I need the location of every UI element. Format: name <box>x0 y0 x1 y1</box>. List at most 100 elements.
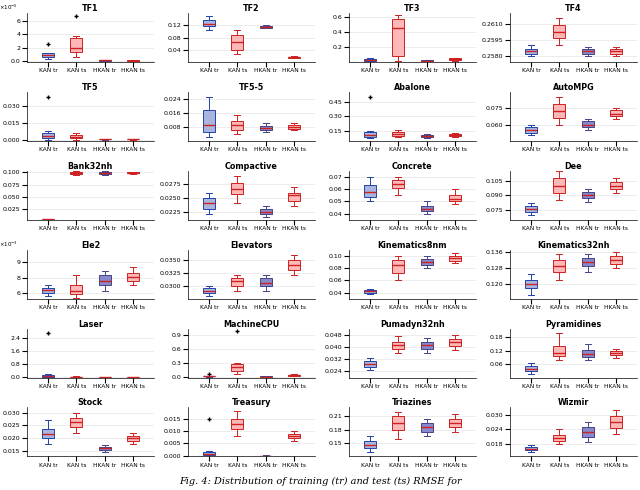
PathPatch shape <box>99 275 111 285</box>
PathPatch shape <box>525 206 537 212</box>
PathPatch shape <box>420 259 433 265</box>
PathPatch shape <box>42 429 54 438</box>
Title: Triazines: Triazines <box>392 398 433 407</box>
Title: Laser: Laser <box>78 319 103 328</box>
PathPatch shape <box>392 260 404 272</box>
PathPatch shape <box>610 182 622 190</box>
PathPatch shape <box>449 418 461 427</box>
PathPatch shape <box>610 49 622 53</box>
PathPatch shape <box>364 59 376 61</box>
PathPatch shape <box>70 285 82 294</box>
PathPatch shape <box>288 434 300 439</box>
Text: Fig. 4: Distribution of training (tr) and test (ts) RMSE for: Fig. 4: Distribution of training (tr) an… <box>179 477 461 486</box>
PathPatch shape <box>420 135 433 137</box>
PathPatch shape <box>288 193 300 201</box>
Title: Kinematics32nh: Kinematics32nh <box>537 241 610 250</box>
PathPatch shape <box>99 172 111 173</box>
PathPatch shape <box>203 288 215 294</box>
Title: Abalone: Abalone <box>394 83 431 92</box>
Title: TF2: TF2 <box>243 4 260 13</box>
PathPatch shape <box>127 272 139 281</box>
PathPatch shape <box>42 133 54 138</box>
PathPatch shape <box>231 278 243 286</box>
PathPatch shape <box>260 278 271 286</box>
Title: TF3: TF3 <box>404 4 420 13</box>
PathPatch shape <box>127 172 139 173</box>
Title: TF4: TF4 <box>565 4 582 13</box>
PathPatch shape <box>420 342 433 349</box>
PathPatch shape <box>42 53 54 57</box>
PathPatch shape <box>231 35 243 50</box>
PathPatch shape <box>582 350 593 357</box>
PathPatch shape <box>288 56 300 58</box>
PathPatch shape <box>99 139 111 140</box>
PathPatch shape <box>127 139 139 140</box>
PathPatch shape <box>203 451 215 455</box>
Title: Pumadyn32nh: Pumadyn32nh <box>380 319 445 328</box>
PathPatch shape <box>610 110 622 116</box>
PathPatch shape <box>420 423 433 432</box>
PathPatch shape <box>554 104 565 118</box>
Title: MachineCPU: MachineCPU <box>223 319 280 328</box>
PathPatch shape <box>99 446 111 450</box>
Title: Elevators: Elevators <box>230 241 273 250</box>
PathPatch shape <box>70 135 82 138</box>
Title: Treasury: Treasury <box>232 398 271 407</box>
PathPatch shape <box>449 134 461 136</box>
PathPatch shape <box>70 172 82 174</box>
Text: ×10$^{-3}$: ×10$^{-3}$ <box>0 240 17 249</box>
PathPatch shape <box>364 361 376 367</box>
PathPatch shape <box>42 375 54 377</box>
Text: ×10$^{-5}$: ×10$^{-5}$ <box>0 3 17 12</box>
Title: Dee: Dee <box>564 162 582 171</box>
PathPatch shape <box>364 132 376 137</box>
Title: TF5-5: TF5-5 <box>239 83 264 92</box>
PathPatch shape <box>364 441 376 448</box>
PathPatch shape <box>392 132 404 136</box>
Title: Kinematics8nm: Kinematics8nm <box>378 241 447 250</box>
PathPatch shape <box>554 25 565 38</box>
PathPatch shape <box>392 342 404 349</box>
PathPatch shape <box>420 60 433 61</box>
PathPatch shape <box>231 418 243 429</box>
PathPatch shape <box>260 209 271 214</box>
PathPatch shape <box>231 121 243 129</box>
PathPatch shape <box>203 20 215 26</box>
PathPatch shape <box>70 38 82 52</box>
PathPatch shape <box>610 256 622 264</box>
PathPatch shape <box>288 260 300 270</box>
PathPatch shape <box>260 26 271 27</box>
Title: Wizmir: Wizmir <box>557 398 589 407</box>
PathPatch shape <box>392 19 404 56</box>
PathPatch shape <box>554 178 565 193</box>
PathPatch shape <box>554 260 565 272</box>
PathPatch shape <box>582 193 593 198</box>
PathPatch shape <box>203 198 215 209</box>
PathPatch shape <box>554 435 565 441</box>
PathPatch shape <box>525 127 537 133</box>
PathPatch shape <box>449 196 461 201</box>
Title: Stock: Stock <box>78 398 103 407</box>
PathPatch shape <box>288 125 300 129</box>
Title: TF1: TF1 <box>82 4 99 13</box>
PathPatch shape <box>392 416 404 430</box>
PathPatch shape <box>582 122 593 127</box>
PathPatch shape <box>582 49 593 53</box>
PathPatch shape <box>525 280 537 289</box>
PathPatch shape <box>554 346 565 356</box>
Title: Pyramidines: Pyramidines <box>545 319 602 328</box>
PathPatch shape <box>610 351 622 355</box>
PathPatch shape <box>525 366 537 371</box>
PathPatch shape <box>260 125 271 130</box>
PathPatch shape <box>70 418 82 427</box>
PathPatch shape <box>525 49 537 53</box>
Title: AutoMPG: AutoMPG <box>552 83 595 92</box>
PathPatch shape <box>288 375 300 376</box>
PathPatch shape <box>582 427 593 437</box>
Title: Compactive: Compactive <box>225 162 278 171</box>
PathPatch shape <box>420 206 433 211</box>
PathPatch shape <box>525 447 537 450</box>
Title: Concrete: Concrete <box>392 162 433 171</box>
Title: Bank32nh: Bank32nh <box>68 162 113 171</box>
PathPatch shape <box>610 416 622 428</box>
